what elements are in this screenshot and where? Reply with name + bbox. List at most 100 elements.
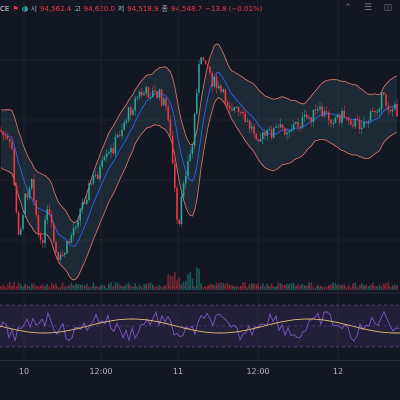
screenshot-icon[interactable]: ◫ [383,3,393,13]
candle-body [350,120,352,125]
volume-bar [141,287,143,290]
candle-body [277,126,279,128]
candle-body [378,109,381,112]
candle-body [255,133,257,140]
volume-bar [321,286,323,290]
candle-body [180,196,183,224]
volume-bar [39,285,42,290]
flag-icon[interactable]: ⚑ [12,5,19,13]
candle-body [158,89,161,98]
volume-bar [367,286,370,290]
volume-bar [235,286,238,290]
candle-body [165,98,167,107]
candle-body [372,110,374,112]
rsi-line [0,310,400,343]
candle-body [99,166,101,179]
volume-bar [13,282,15,290]
volume-bar [323,287,326,290]
candle-body [66,241,68,254]
volume-bar [138,284,141,290]
volume-bar [251,283,253,290]
volume-bar [105,287,108,290]
volume-bar [17,282,20,290]
volume-bar [389,287,392,290]
candle-body [306,114,308,118]
volume-bar [222,283,224,290]
volume-bar [103,285,106,290]
candle-body [44,219,46,243]
volume-bar [391,285,394,290]
volume-bar [72,285,75,290]
volume-bar [22,286,24,290]
candle-body [279,124,282,128]
volume-bar [127,282,130,290]
volume-bar [55,283,57,290]
candle-body [356,119,359,121]
volume-bar [213,284,216,290]
volume-bar [308,282,310,290]
volume-bar [79,284,81,290]
candle-body [154,90,156,92]
candle-body [72,228,75,236]
volume-bar [312,287,315,290]
volume-bar [358,284,361,290]
volume-bar [341,284,343,290]
candle-body [143,93,145,96]
volume-bar [50,282,53,290]
candle-body [224,89,227,103]
candle-body [114,137,117,154]
candle-body [345,117,348,119]
candle-body [176,188,178,220]
volume-bar [363,285,365,290]
volume-bar [295,286,297,290]
volume-bar [378,284,381,290]
volume-bar [233,286,235,290]
candle-body [301,116,304,128]
candle-body [53,223,55,242]
candle-body [319,106,321,110]
volume-bar [2,284,4,290]
volume-bar [387,282,389,290]
volume-bar [42,284,44,290]
candle-body [284,127,286,135]
price-chart[interactable] [0,0,400,360]
volume-bar [356,287,359,290]
candle-body [2,131,4,136]
volume-bar [303,285,306,290]
candle-body [42,240,44,243]
volume-bar [48,287,51,290]
market-status-icon [21,6,28,12]
volume-bar [266,283,268,290]
candle-body [187,160,189,176]
candle-body [149,97,152,99]
candle-body [330,119,332,124]
high-label: 고 [74,5,81,13]
collapse-icon[interactable]: ⌃ [344,3,352,13]
volume-bar [198,268,200,290]
candle-body [394,104,396,110]
candle-body [193,113,196,146]
candle-body [57,251,59,260]
volume-bar [61,282,64,290]
candle-body [79,208,81,221]
candle-body [229,105,231,109]
candle-body [218,85,220,89]
volume-bar [154,287,156,290]
volume-bar [339,284,341,290]
volume-bar [167,274,169,290]
settings-icon[interactable]: ☰ [363,3,373,13]
volume-bar [68,284,70,290]
candle-body [288,131,290,133]
candle-body [317,109,319,111]
time-axis[interactable]: 10 12:00 11 12:00 12 [0,360,400,400]
candle-body [391,109,394,112]
open-label: 시 [30,5,38,13]
candle-body [70,235,73,243]
candle-body [281,124,284,128]
volume-bar [350,287,352,290]
volume-bar [237,286,240,290]
candle-body [369,110,372,121]
candle-body [204,60,207,65]
volume-bar [275,286,277,290]
volume-bar [372,282,374,290]
